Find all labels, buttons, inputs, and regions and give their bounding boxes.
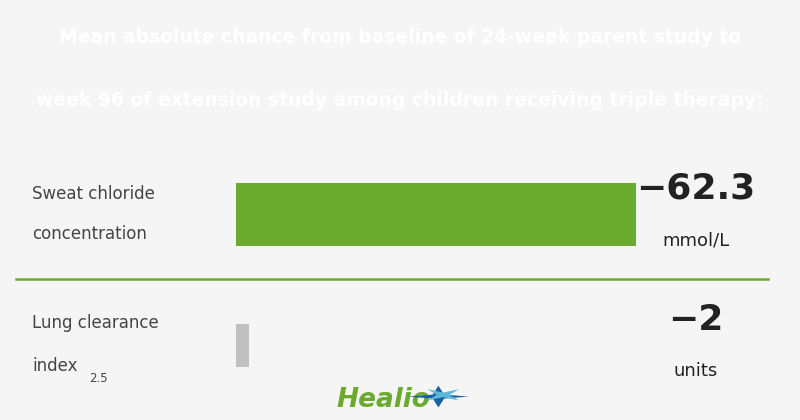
Text: −2: −2 [668,303,724,337]
Bar [236,183,636,246]
Text: 2.5: 2.5 [90,372,108,385]
Text: index: index [32,357,78,375]
Text: Sweat chloride: Sweat chloride [32,185,155,203]
Text: −62.3: −62.3 [636,172,756,206]
Text: mmol/L: mmol/L [662,231,730,249]
Bar [236,324,249,367]
Polygon shape [427,389,459,401]
Polygon shape [408,386,469,407]
Text: Mean absolute chance from baseline of 24-week parent study to: Mean absolute chance from baseline of 24… [59,28,741,47]
Text: Healio: Healio [336,387,430,413]
Text: units: units [674,362,718,381]
Text: week 96 of extension study among children receiving triple therapy:: week 96 of extension study among childre… [36,91,764,110]
Text: concentration: concentration [32,226,147,243]
Text: Lung clearance: Lung clearance [32,314,158,332]
